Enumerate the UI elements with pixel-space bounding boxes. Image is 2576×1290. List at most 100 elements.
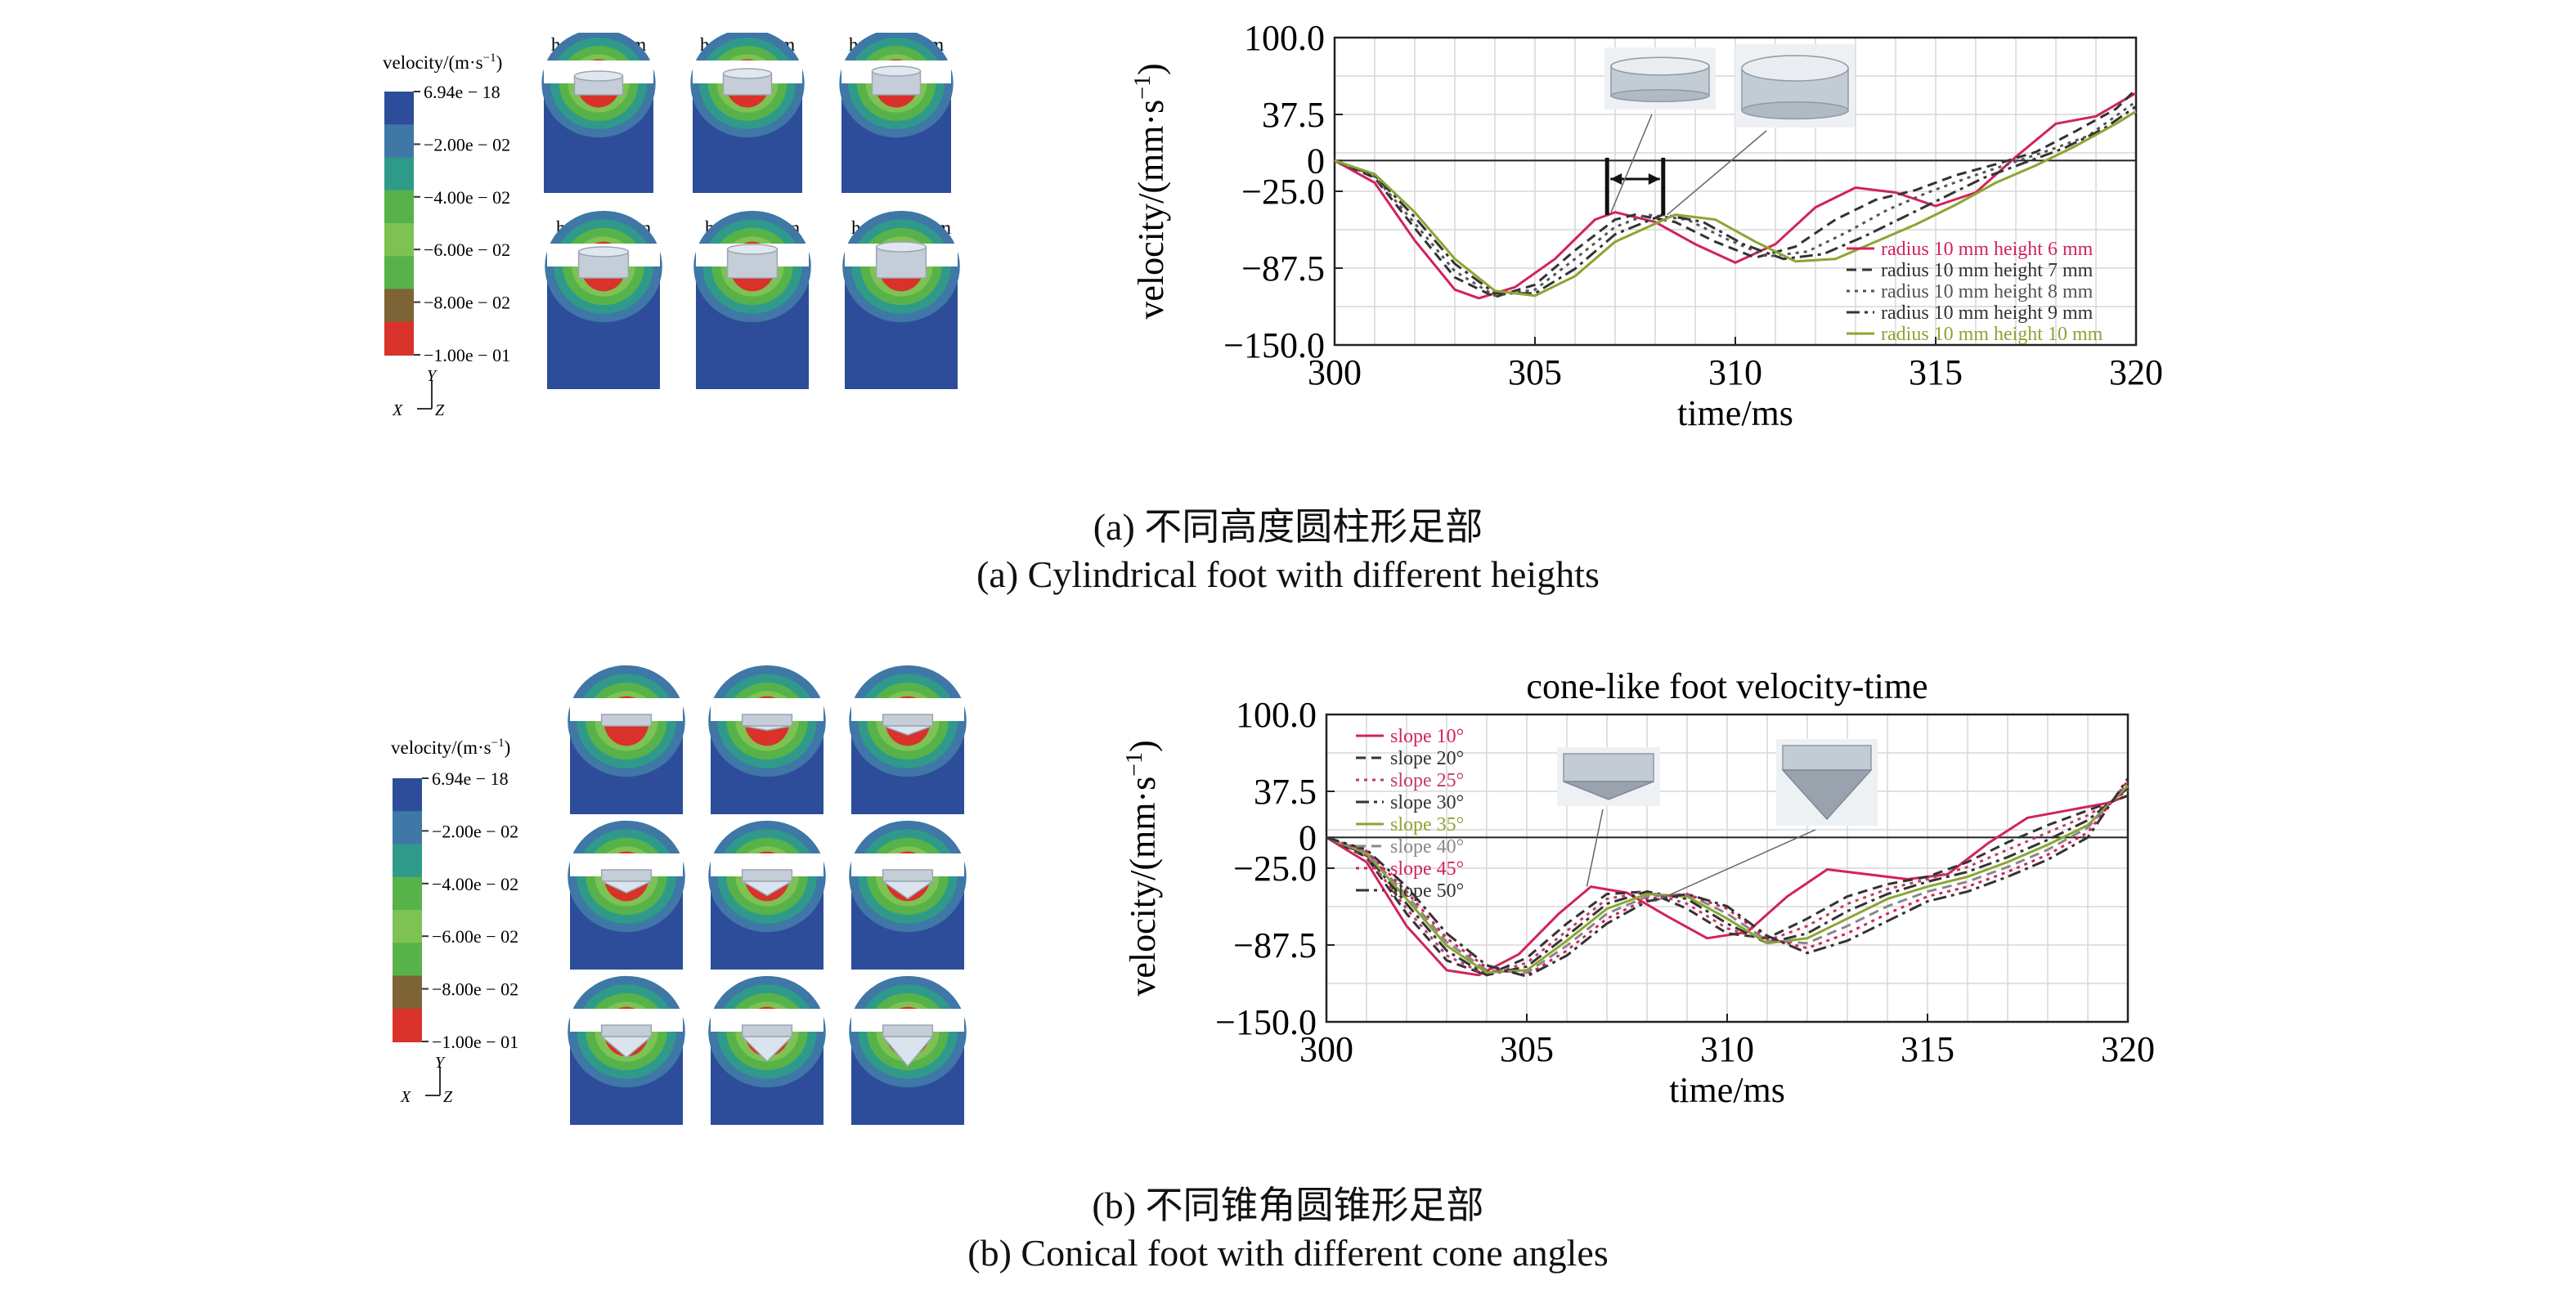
series-line-7 [1326,777,2129,978]
x-tick-label: 305 [1508,352,1562,392]
icon-cylinder-top [1610,56,1710,76]
cone-foot-cap [741,714,793,727]
cone-foot-cap [600,714,653,727]
x-tick-label: 310 [1708,352,1762,392]
tall-cylinder-icon [1735,44,1855,128]
y-tick-label: 37.5 [1254,772,1317,812]
colorbar-band [384,289,414,323]
short-cylinder-icon [1604,47,1716,110]
legend-label: slope 40° [1390,836,1464,858]
colorbar-band [384,124,414,159]
cone-foot-tip [599,1036,653,1059]
triad-z-label: Z [435,401,445,419]
colorbar-band [384,190,414,224]
offset-arrowhead-right [1648,172,1660,185]
x-tick-label: 315 [1901,1029,1954,1069]
cylinder-foot-top [573,70,624,82]
y-tick-label: −87.5 [1241,249,1325,289]
cone-foot-tip [601,880,652,894]
series-line-1 [1326,794,2129,977]
triad-z-label: Z [443,1088,453,1106]
series-line-5 [1326,782,2129,974]
cone-foot-cap [741,869,793,882]
icon-cone-tip [1563,781,1654,800]
sim-tile: height 6 mm [690,33,805,193]
y-tick-label: 0 [1299,817,1317,858]
y-axis-label-end: ) [1131,63,1171,75]
y-tick-label: −25.0 [1241,172,1325,212]
legend-label: slope 25° [1390,770,1464,791]
x-tick-label: 300 [1308,352,1362,392]
chart-cone: cone-like foot velocity-time 300 305 310 315… [1122,666,2155,1110]
colorbar-band [393,844,422,878]
x-tick-label: 315 [1909,352,1963,392]
caption-b-cn: (b) 不同锥角圆锥形足部 [1092,1185,1484,1226]
colorbar-title-b: velocity/(m·s−1) [391,737,510,758]
sim-tile: height 8 mm [545,210,662,389]
y-axis-label: velocity/(mm·s−1) [1122,740,1163,996]
legend-label: radius 10 mm height 7 mm [1881,260,2094,281]
x-axis-label: time/ms [1677,393,1793,433]
legend-label: radius 10 mm height 6 mm [1881,239,2094,260]
icon-cone-cap [1782,745,1872,771]
colorbar-title-a: velocity/(m·s−1) [383,52,502,73]
sim-tile: slope 45° [708,975,826,1125]
legend-label: radius 10 mm height 10 mm [1881,324,2103,345]
legend-label: slope 50° [1390,880,1464,902]
colorbar-tick-label: −2.00e − 02 [432,821,518,841]
y-tick-label: 100.0 [1236,695,1317,735]
x-tick-label: 320 [2109,352,2163,392]
colorbar-tick-label: −1.00e − 01 [432,1032,518,1052]
y-axis-label-end: ) [1123,740,1163,752]
colorbar-ticks-a: 6.94e − 18 −2.00e − 02 −4.00e − 02 −6.00e −… [414,82,510,365]
y-tick-label: 100.0 [1244,18,1325,58]
icon-cylinder-bottom [1741,101,1849,120]
x-tick-label: 310 [1700,1029,1754,1069]
colorbar-tick-label: −6.00e − 02 [432,926,518,947]
y-axis-label-sup: −1 [1130,75,1156,100]
colorbar-band [384,157,414,191]
colorbar-tick-label: 6.94e − 18 [432,768,509,789]
colorbar-band [393,876,422,911]
colorbar-tick-label: −1.00e − 01 [424,345,510,365]
cone-foot-cap [600,869,653,882]
sim-tile: slope 50° [849,975,967,1125]
y-axis-label-sup: −1 [1122,752,1147,777]
series-line-3 [1326,787,2129,977]
callout-line [1586,808,1604,887]
colorbar-band [393,910,422,944]
caption-a-en: (a) Cylindrical foot with different heig… [976,553,1600,595]
cylinder-foot-top [722,68,773,79]
cylinder-foot-top [871,65,922,77]
cone-foot-cap [882,1024,934,1037]
colorbar-tick-label: −4.00e − 02 [432,874,518,894]
colorbar-ticks-b: 6.94e − 18 −2.00e − 02 −4.00e − 02 −6.00e −… [422,768,518,1052]
x-tick-label: 300 [1299,1029,1353,1069]
colorbar-band [384,256,414,290]
colorbar-tick-label: −2.00e − 02 [424,134,510,155]
sim-tile: slope 20° [849,665,967,814]
shallow-cone-icon [1557,747,1660,806]
colorbar-band [393,943,422,977]
icon-cone-cap [1563,753,1654,782]
sim-tile: height 7 mm [839,33,954,193]
cone-foot-tip [742,725,792,732]
colorbar-band [393,975,422,1010]
sim-grid-b: slope 0°slope 10°slope 20°slope 25°slope… [568,665,967,1125]
colorbar-tick-label: −4.00e − 02 [424,187,510,208]
series-line-3 [1334,105,2137,295]
y-tick-label: 0 [1307,141,1325,181]
colorbar-band [393,1008,422,1042]
y-tick-label: −87.5 [1233,925,1317,965]
triad-x-label: X [392,401,403,419]
icon-cylinder-bottom [1610,89,1710,102]
cone-foot-tip [739,880,795,897]
cone-foot-cap [882,869,934,882]
triad-x-label: X [400,1088,411,1106]
series-line-4 [1326,785,2129,974]
colorbar-band [393,811,422,845]
colorbar-band [384,92,414,126]
